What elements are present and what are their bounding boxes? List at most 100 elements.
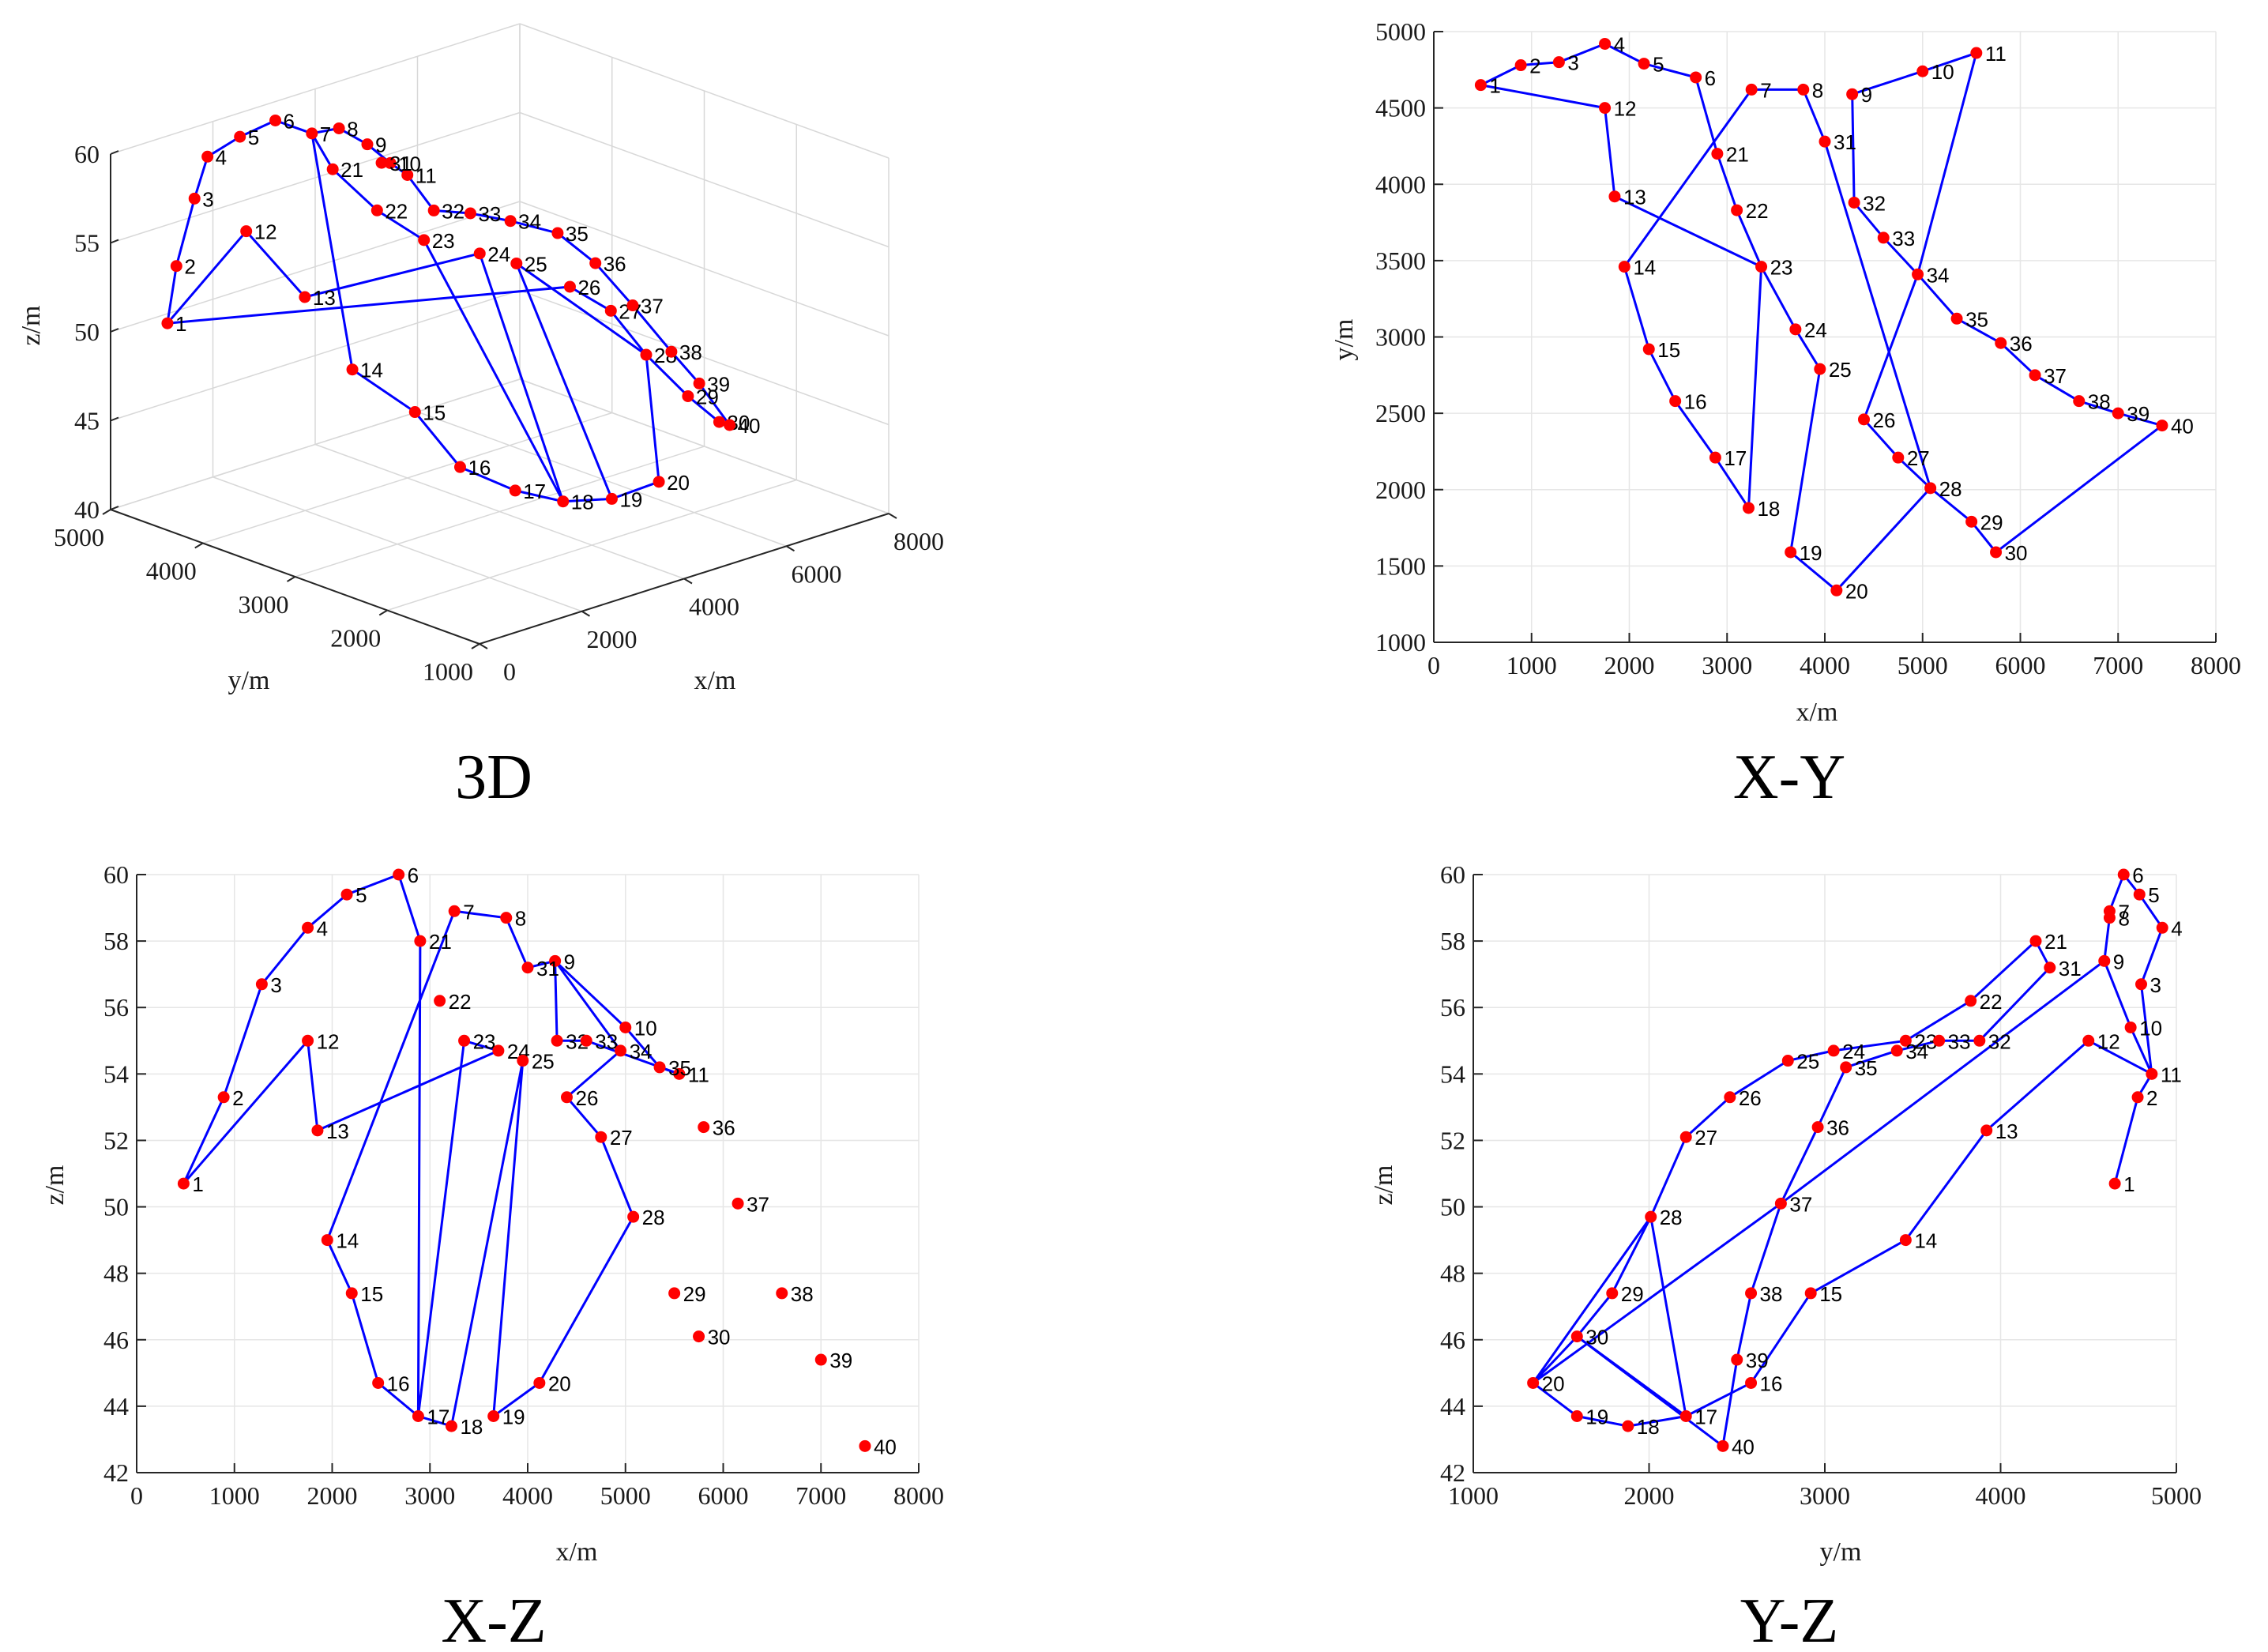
yz-point-label: 17 — [1694, 1406, 1717, 1429]
xy-point — [2112, 407, 2124, 420]
xy-ytick-label: 2500 — [1375, 399, 1426, 427]
xy-point — [1819, 135, 1831, 148]
xy-point-label: 37 — [2044, 364, 2067, 388]
xz-point-label: 19 — [502, 1406, 525, 1429]
yz-ytick-label: 56 — [1440, 993, 1465, 1022]
xy-ytick-label: 1500 — [1375, 551, 1426, 580]
xy-point — [1608, 190, 1621, 203]
xz-ytick-label: 42 — [103, 1458, 129, 1487]
panel-3d-point — [201, 150, 214, 163]
panel-3d-point-label: 2 — [184, 255, 195, 279]
panel-3d-point-label: 12 — [254, 220, 277, 244]
yz-point — [1840, 1061, 1852, 1074]
xy-point — [1912, 268, 1924, 280]
xz-point-label: 13 — [326, 1120, 349, 1143]
xz-point-label: 15 — [360, 1282, 383, 1306]
xz-ytick-label: 48 — [103, 1259, 129, 1288]
xz-point-label: 14 — [336, 1229, 359, 1253]
yz-ytick-label: 60 — [1440, 860, 1465, 889]
panel-3d-point-label: 33 — [478, 202, 501, 226]
xy-point-label: 17 — [1724, 446, 1747, 470]
panel-3d-axes: 0200040006000800010002000300040005000404… — [54, 140, 944, 686]
yz-point-label: 40 — [1732, 1435, 1755, 1458]
yz-point-label: 35 — [1855, 1056, 1878, 1080]
xy-point — [1990, 546, 2003, 559]
xy-point-label: 1 — [1489, 74, 1500, 98]
yz-point-label: 38 — [1760, 1282, 1783, 1306]
panel-3d-ztick — [110, 416, 119, 422]
xy-ytick-label: 3000 — [1375, 323, 1426, 352]
yz-point-label: 37 — [1789, 1192, 1812, 1216]
yz-point — [2108, 1177, 2121, 1190]
xz-point-label: 27 — [610, 1126, 633, 1150]
xz-point — [549, 954, 562, 967]
xy-point — [1599, 102, 1612, 115]
xy-point — [1742, 502, 1755, 514]
panel-3d-point — [234, 130, 246, 143]
xz-path-line — [182, 873, 681, 1428]
panel-xz-xlabel: x/m — [556, 1537, 598, 1567]
xz-point-label: 4 — [317, 916, 328, 940]
panel-3d-ytick — [286, 576, 296, 582]
panel-3d-point — [464, 207, 476, 220]
xy-point-label: 28 — [1939, 477, 1962, 501]
xy-point-label: 29 — [1980, 510, 2003, 534]
xz-ytick-label: 56 — [103, 993, 129, 1022]
xz-point — [595, 1131, 607, 1143]
panel-3d-ytick — [102, 509, 111, 515]
panel-3d-ytick-label: 3000 — [239, 590, 289, 619]
yz-point-label: 10 — [2139, 1016, 2162, 1040]
xz-point-label: 29 — [683, 1282, 706, 1306]
yz-point — [2098, 954, 2111, 967]
panel-3d-ztick-label: 40 — [74, 495, 100, 524]
xy-point-label: 26 — [1873, 408, 1896, 432]
panel-3d-xtick-label: 6000 — [792, 559, 842, 588]
yz-xtick-label: 4000 — [1976, 1481, 2026, 1510]
xz-point-label: 35 — [668, 1056, 691, 1080]
xz-point — [517, 1055, 529, 1067]
panel-xy: 0 1000 2000 3000 4000 5000 6000 7000 80001000150… — [1330, 17, 2241, 812]
xy-point-label: 20 — [1845, 579, 1868, 603]
panel-3d-point — [693, 377, 705, 389]
panel-3d-point — [370, 204, 383, 216]
xz-point-label: 6 — [408, 864, 419, 887]
yz-point-label: 15 — [1819, 1282, 1842, 1306]
xz-point — [668, 1287, 681, 1300]
yz-xtick-label: 3000 — [1800, 1481, 1850, 1510]
yz-ytick-label: 54 — [1440, 1059, 1465, 1088]
xy-point — [1745, 83, 1758, 96]
panel-3d-point — [384, 156, 397, 169]
xy-point-label: 40 — [2171, 415, 2194, 438]
panel-3d-point — [713, 416, 725, 428]
xy-point-label: 12 — [1614, 97, 1637, 121]
yz-point-label: 8 — [2118, 907, 2129, 931]
xz-point — [627, 1210, 640, 1223]
xy-point-label: 22 — [1746, 199, 1769, 223]
xy-point — [1814, 363, 1826, 375]
xz-ytick-label: 54 — [103, 1059, 129, 1088]
panel-3d-point-label: 11 — [416, 164, 437, 187]
xy-point — [1785, 546, 1797, 559]
xz-point — [434, 995, 446, 1007]
panel-3d-point-label: 19 — [619, 487, 642, 511]
xy-point-label: 15 — [1657, 338, 1680, 362]
panel-3d-point-label: 1 — [175, 312, 186, 336]
panel-yz-xlabel: y/m — [1820, 1537, 1862, 1567]
xz-point-label: 30 — [708, 1326, 731, 1349]
panel-3d-point — [299, 291, 311, 303]
xy-point-label: 35 — [1965, 307, 1988, 331]
panel-3d-point-label: 13 — [313, 286, 336, 310]
xz-xtick-label: 4000 — [502, 1481, 553, 1510]
panel-3d-point — [604, 304, 617, 317]
xz-point — [698, 1121, 710, 1134]
panel-3d-point-label: 3 — [202, 187, 213, 211]
yz-point — [1899, 1034, 1912, 1047]
xz-point — [776, 1287, 788, 1300]
panel-3d-title: 3D — [455, 743, 532, 812]
xz-point-label: 23 — [473, 1029, 496, 1053]
xy-point — [1514, 59, 1527, 72]
xy-point — [1618, 261, 1630, 273]
xy-xtick-label: 0 — [1427, 651, 1440, 679]
